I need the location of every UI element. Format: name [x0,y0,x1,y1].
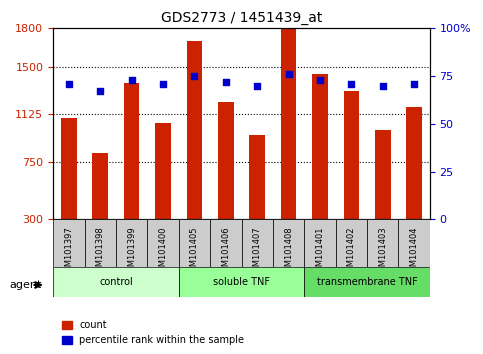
Text: GSM101404: GSM101404 [410,227,419,277]
Text: GSM101399: GSM101399 [127,227,136,277]
Point [97,88,104,94]
Bar [218,141,234,258]
Bar [186,79,202,258]
Bar [124,83,140,219]
Point [222,79,230,85]
Bar [155,122,171,219]
Text: agent: agent [10,280,42,290]
Text: soluble TNF: soluble TNF [213,277,270,287]
Text: transmembrane TNF: transmembrane TNF [317,277,417,287]
Bar [210,219,242,267]
Legend: count, percentile rank within the sample: count, percentile rank within the sample [58,316,248,349]
Bar [304,219,336,267]
Text: GSM101397: GSM101397 [64,227,73,278]
Bar [92,153,108,219]
Bar [304,267,430,297]
Point [285,72,293,77]
Bar [124,121,140,258]
Bar [53,219,85,267]
Text: GDS2773 / 1451439_at: GDS2773 / 1451439_at [161,11,322,25]
Text: GSM101402: GSM101402 [347,227,356,277]
Text: GSM101407: GSM101407 [253,227,262,277]
Point [316,77,324,83]
Point [348,81,355,87]
Bar [281,65,297,258]
Bar [61,118,77,219]
Bar [242,219,273,267]
Point [253,83,261,88]
Text: GSM101408: GSM101408 [284,227,293,277]
Bar [61,156,77,258]
Text: control: control [99,277,133,287]
Bar [218,102,234,219]
Bar [179,219,210,267]
Bar [367,219,398,267]
Bar [53,267,179,297]
Bar [249,135,265,219]
Bar [336,219,367,267]
Bar [179,267,304,297]
Point [411,81,418,87]
Bar [85,219,116,267]
Bar [273,219,304,267]
Bar [375,130,391,219]
Bar [92,192,108,258]
Text: GSM101405: GSM101405 [190,227,199,277]
Bar [343,129,359,258]
Bar [116,219,147,267]
Bar [406,107,422,219]
Bar [312,74,328,219]
Text: GSM101398: GSM101398 [96,227,105,278]
Bar [375,169,391,258]
Bar [249,173,265,258]
Text: GSM101403: GSM101403 [378,227,387,277]
Point [379,83,387,88]
Text: GSM101401: GSM101401 [315,227,325,277]
Bar [343,91,359,219]
Bar [155,161,171,258]
Point [159,81,167,87]
Point [191,73,199,79]
Bar [398,219,430,267]
Text: GSM101406: GSM101406 [221,227,230,277]
Bar [186,41,202,219]
Bar [147,219,179,267]
Bar [312,113,328,258]
Bar [406,145,422,258]
Text: GSM101400: GSM101400 [158,227,168,277]
Bar [281,27,297,219]
Point [65,81,73,87]
Point [128,77,135,83]
